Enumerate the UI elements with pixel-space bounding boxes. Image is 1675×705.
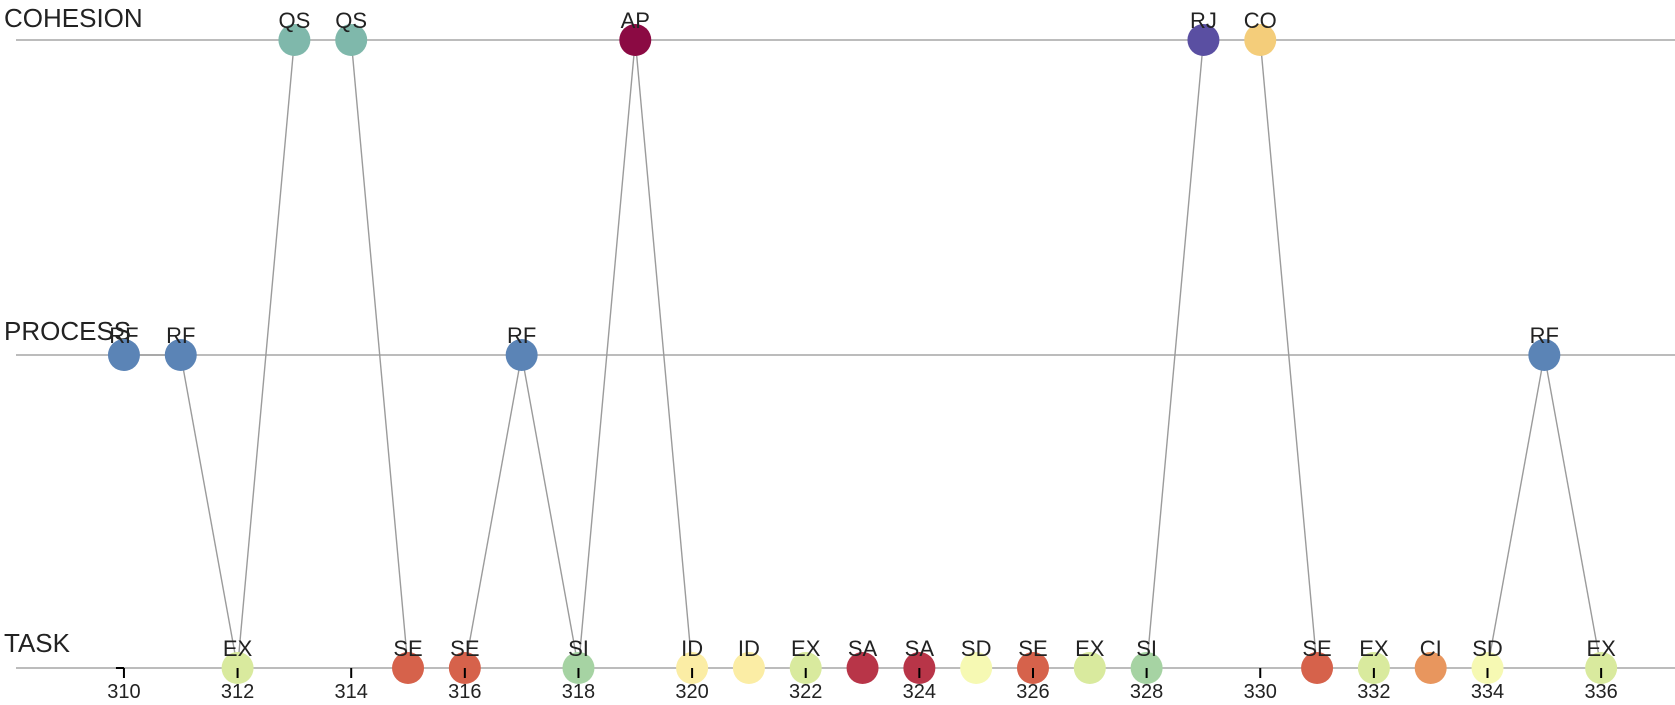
- x-tick-label-314: 314: [335, 681, 368, 703]
- link-317-318: [520, 354, 580, 669]
- link-330-331: [1259, 39, 1318, 669]
- link-335-336: [1543, 354, 1602, 669]
- link-319-320: [634, 39, 693, 669]
- lane-label-cohesion: COHESION: [4, 3, 143, 33]
- node-label-313: QS: [278, 8, 310, 33]
- node-ex-327: [1073, 652, 1106, 684]
- lane-layer: COHESION PROCESS TASK: [4, 3, 1675, 669]
- x-tick-label-316: 316: [448, 681, 481, 703]
- lane-label-process: PROCESS: [4, 316, 131, 346]
- node-rj-329: [1187, 24, 1220, 56]
- node-layer: QS QS AP RJ CO RF RF RF RF EX SE SE SI ID ID EX SA SA SD SE…: [107, 8, 1618, 684]
- link-312-313: [236, 39, 296, 669]
- x-tick-label-326: 326: [1016, 681, 1049, 703]
- node-label-322: EX: [791, 636, 821, 661]
- link-316-317: [464, 354, 523, 669]
- node-rf-335: [1528, 339, 1561, 371]
- node-label-336: EX: [1586, 636, 1616, 661]
- node-qs-314: [335, 24, 368, 56]
- node-qs-313: [278, 24, 311, 56]
- node-label-334: SD: [1472, 636, 1503, 661]
- x-tick-label-324: 324: [903, 681, 936, 703]
- lane-label-task: TASK: [4, 628, 71, 658]
- x-tick-label-320: 320: [675, 681, 708, 703]
- node-ap-319: [619, 24, 652, 56]
- node-co-330: [1244, 24, 1277, 56]
- node-label-319: AP: [621, 8, 650, 33]
- node-label-326: SE: [1018, 636, 1047, 661]
- link-314-315: [350, 39, 409, 669]
- node-ci-333: [1414, 652, 1447, 684]
- node-se-315: [392, 652, 425, 684]
- node-rf-311: [164, 339, 197, 371]
- x-tick-label-322: 322: [789, 681, 822, 703]
- node-sa-323: [846, 652, 879, 684]
- link-layer: [123, 39, 1602, 669]
- node-label-332: EX: [1359, 636, 1389, 661]
- x-tick-label-318: 318: [562, 681, 595, 703]
- node-rf-317: [505, 339, 538, 371]
- node-sd-325: [960, 652, 993, 684]
- node-id-321: [732, 652, 765, 684]
- node-label-317: RF: [507, 323, 536, 348]
- node-label-329: RJ: [1190, 8, 1217, 33]
- node-label-312: EX: [223, 636, 253, 661]
- node-label-321: ID: [738, 636, 760, 661]
- node-label-328: SI: [1136, 636, 1157, 661]
- x-axis: 310 312 314 316 318 320 322 324 326 328 330 332 334 3…: [107, 667, 1618, 703]
- x-tick-label-310: 310: [107, 681, 140, 703]
- node-label-333: CI: [1420, 636, 1442, 661]
- node-label-314: QS: [335, 8, 367, 33]
- x-tick-label-334: 334: [1471, 681, 1504, 703]
- link-318-319: [577, 39, 636, 669]
- node-label-318: SI: [568, 636, 589, 661]
- x-tick-label-332: 332: [1357, 681, 1390, 703]
- node-label-330: CO: [1244, 8, 1277, 33]
- link-311-312: [180, 354, 239, 669]
- link-328-329: [1145, 39, 1205, 669]
- x-tick-label-328: 328: [1130, 681, 1163, 703]
- node-se-331: [1301, 652, 1334, 684]
- x-tick-label-312: 312: [221, 681, 254, 703]
- node-label-325: SD: [961, 636, 992, 661]
- node-label-316: SE: [450, 636, 479, 661]
- node-label-310: RF: [109, 323, 138, 348]
- node-label-331: SE: [1302, 636, 1331, 661]
- node-label-327: EX: [1075, 636, 1105, 661]
- node-label-324: SA: [905, 636, 935, 661]
- node-label-323: SA: [848, 636, 878, 661]
- x-tick-label-336: 336: [1584, 681, 1617, 703]
- node-label-335: RF: [1530, 323, 1559, 348]
- node-label-320: ID: [681, 636, 703, 661]
- node-rf-310: [107, 339, 140, 371]
- x-tick-label-330: 330: [1244, 681, 1277, 703]
- node-label-311: RF: [166, 323, 195, 348]
- link-334-335: [1486, 354, 1546, 669]
- node-label-315: SE: [393, 636, 422, 661]
